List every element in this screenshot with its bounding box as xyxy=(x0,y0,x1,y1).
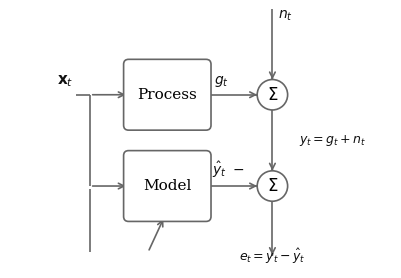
FancyBboxPatch shape xyxy=(124,151,211,222)
Text: $\mathbf{x}_t$: $\mathbf{x}_t$ xyxy=(57,73,73,89)
Text: $\hat{y}_t\ -$: $\hat{y}_t\ -$ xyxy=(212,160,244,180)
Text: $\Sigma$: $\Sigma$ xyxy=(267,86,278,104)
Text: Model: Model xyxy=(143,179,192,193)
Circle shape xyxy=(257,80,288,110)
Text: Process: Process xyxy=(138,88,197,102)
Circle shape xyxy=(257,171,288,201)
Text: $y_t = g_t + n_t$: $y_t = g_t + n_t$ xyxy=(299,133,366,148)
Text: $n_t$: $n_t$ xyxy=(278,9,293,23)
Text: $\Sigma$: $\Sigma$ xyxy=(267,177,278,195)
Text: $g_t$: $g_t$ xyxy=(214,74,229,89)
Text: $e_t = y_t - \hat{y}_t$: $e_t = y_t - \hat{y}_t$ xyxy=(239,247,306,266)
FancyBboxPatch shape xyxy=(124,59,211,130)
